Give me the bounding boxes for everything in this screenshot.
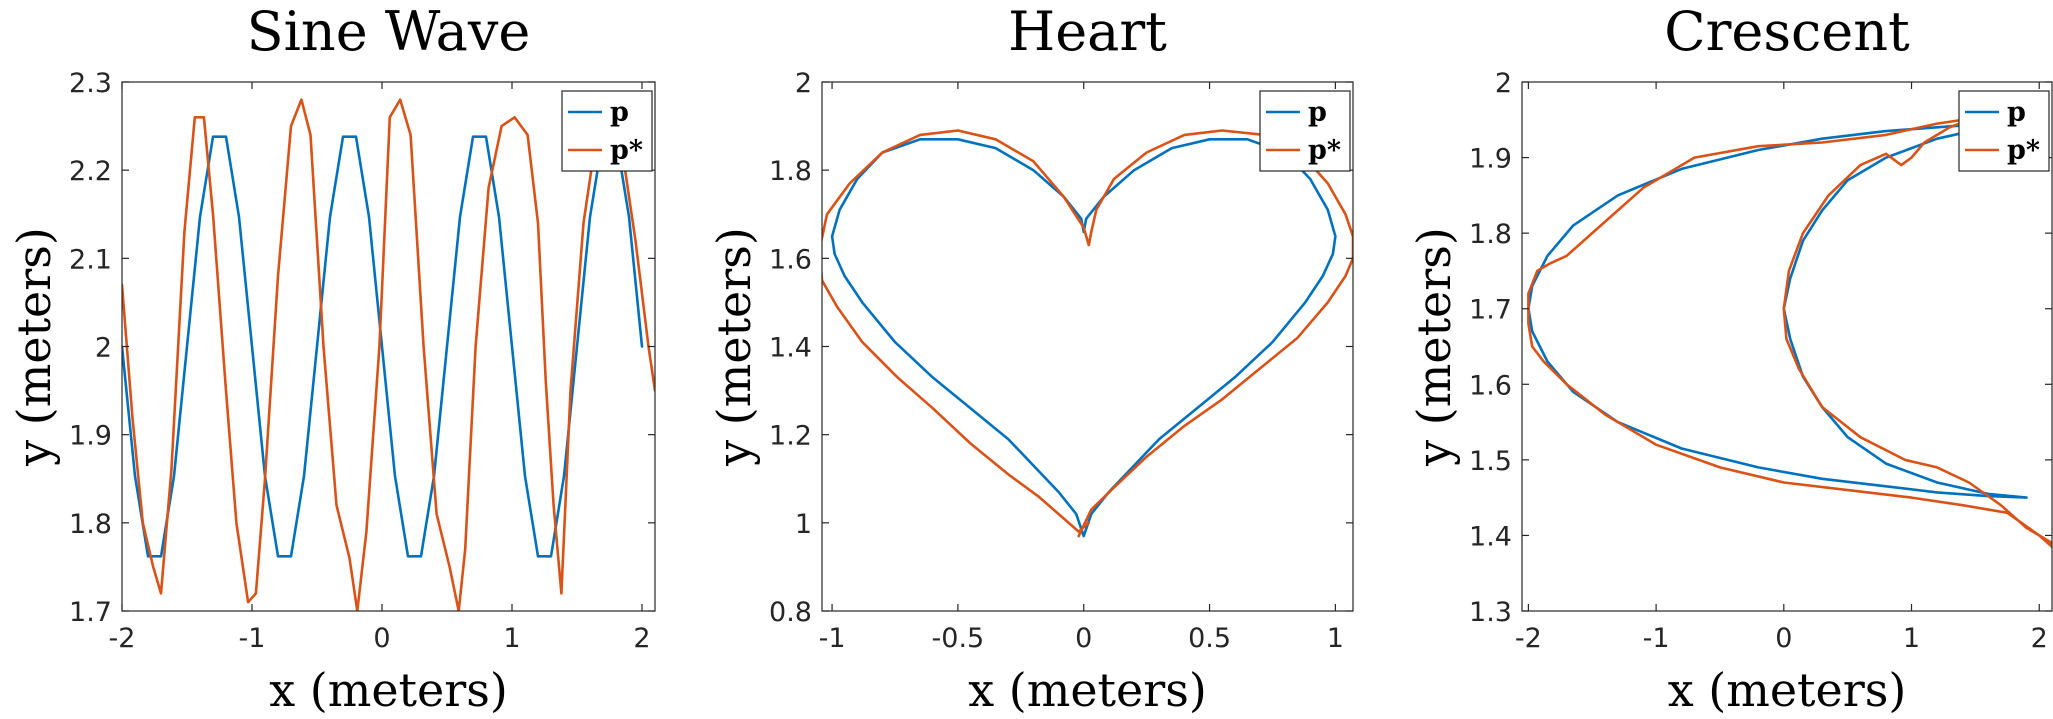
x-axis-label: x (meters) — [269, 663, 508, 717]
chart-title: Crescent — [1664, 0, 1910, 63]
y-tick-label: 2.2 — [69, 156, 112, 187]
series-line-p-star — [1527, 107, 2052, 549]
legend-label-p-star: p* — [1308, 135, 1341, 166]
series-line-p — [1527, 118, 2028, 499]
legend-box — [1259, 90, 1351, 172]
x-tick-label: -1 — [819, 623, 846, 654]
legend-label-p: p — [1308, 97, 1327, 128]
plot-lines — [822, 129, 1353, 538]
series-line-p-star — [822, 129, 1353, 538]
y-tick-label: 1.2 — [769, 421, 812, 452]
y-tick-label: 1.8 — [769, 156, 812, 187]
legend-label-p: p — [2007, 97, 2026, 128]
y-tick-label: 2 — [795, 68, 812, 99]
legend-label-p-star: p* — [2007, 135, 2040, 166]
y-tick-label: 0.8 — [769, 597, 812, 628]
y-tick-label: 1.7 — [1469, 295, 1512, 326]
legend: p p* — [561, 90, 653, 172]
x-tick-label: 0 — [1075, 623, 1092, 654]
x-tick-label: 0 — [373, 623, 390, 654]
y-axis-label: y (meters) — [1407, 227, 1461, 467]
y-tick-label: 2 — [1495, 68, 1512, 99]
x-tick-label: 1 — [1327, 623, 1344, 654]
legend-label-p-star: p* — [610, 135, 643, 166]
x-axis-label: x (meters) — [968, 663, 1207, 717]
x-tick-label: 0.5 — [1188, 623, 1231, 654]
x-tick-label: -1 — [1643, 623, 1670, 654]
plot-lines — [122, 98, 655, 611]
chart-title: Sine Wave — [247, 0, 531, 63]
y-tick-label: 1.5 — [1469, 446, 1512, 477]
chart-title: Heart — [1008, 0, 1167, 63]
legend-box — [1958, 90, 2050, 172]
x-tick-label: 1 — [503, 623, 520, 654]
y-tick-label: 2.1 — [69, 244, 112, 275]
y-tick-label: 1.9 — [69, 421, 112, 452]
y-tick-label: 1.4 — [769, 333, 812, 364]
x-axis-label: x (meters) — [1668, 663, 1907, 717]
y-tick-label: 1.7 — [69, 597, 112, 628]
legend-box — [561, 90, 653, 172]
y-tick-label: 1.6 — [769, 244, 812, 275]
axes-box — [1521, 81, 2053, 612]
legend: p p* — [1259, 90, 1351, 172]
plot-lines — [1527, 107, 2052, 549]
y-axis-label: y (meters) — [7, 227, 61, 467]
y-tick-label: 2 — [95, 333, 112, 364]
y-tick-label: 2.3 — [69, 68, 112, 99]
legend-label-p: p — [610, 97, 629, 128]
chart-panel-3: Crescent -2 -1 0 1 2 1.3 1.4 1.5 1.6 1.7 1.8 1.9 2 x (… — [1407, 0, 2053, 717]
y-tick-label: 1.9 — [1469, 144, 1512, 175]
x-tick-label: 2 — [633, 623, 650, 654]
x-tick-label: 2 — [2031, 623, 2048, 654]
legend: p p* — [1958, 90, 2050, 172]
series-line-p — [830, 138, 1337, 538]
x-tick-label: -2 — [1515, 623, 1542, 654]
x-tick-label: -0.5 — [932, 623, 985, 654]
x-tick-label: 0 — [1775, 623, 1792, 654]
x-tick-label: 1 — [1903, 623, 1920, 654]
chart-panel-1: Sine Wave -2 -1 0 1 2 1.7 1.8 1.9 2 2.1 2.2 2.3 x (me… — [7, 0, 656, 717]
series-line-p-star — [122, 98, 655, 611]
x-tick-label: -1 — [239, 623, 266, 654]
x-tick-label: -2 — [109, 623, 136, 654]
y-tick-label: 1.4 — [1469, 521, 1512, 552]
chart-panel-2: Heart -1 -0.5 0 0.5 1 0.8 1 1.2 1.4 1.6 1.8 2 x (mete… — [707, 0, 1354, 717]
series-line-p — [122, 135, 644, 558]
y-tick-label: 1 — [795, 509, 812, 540]
y-axis-label: y (meters) — [707, 227, 761, 467]
y-tick-label: 1.3 — [1469, 597, 1512, 628]
y-tick-label: 1.6 — [1469, 370, 1512, 401]
y-tick-label: 1.8 — [69, 509, 112, 540]
y-tick-label: 1.8 — [1469, 219, 1512, 250]
